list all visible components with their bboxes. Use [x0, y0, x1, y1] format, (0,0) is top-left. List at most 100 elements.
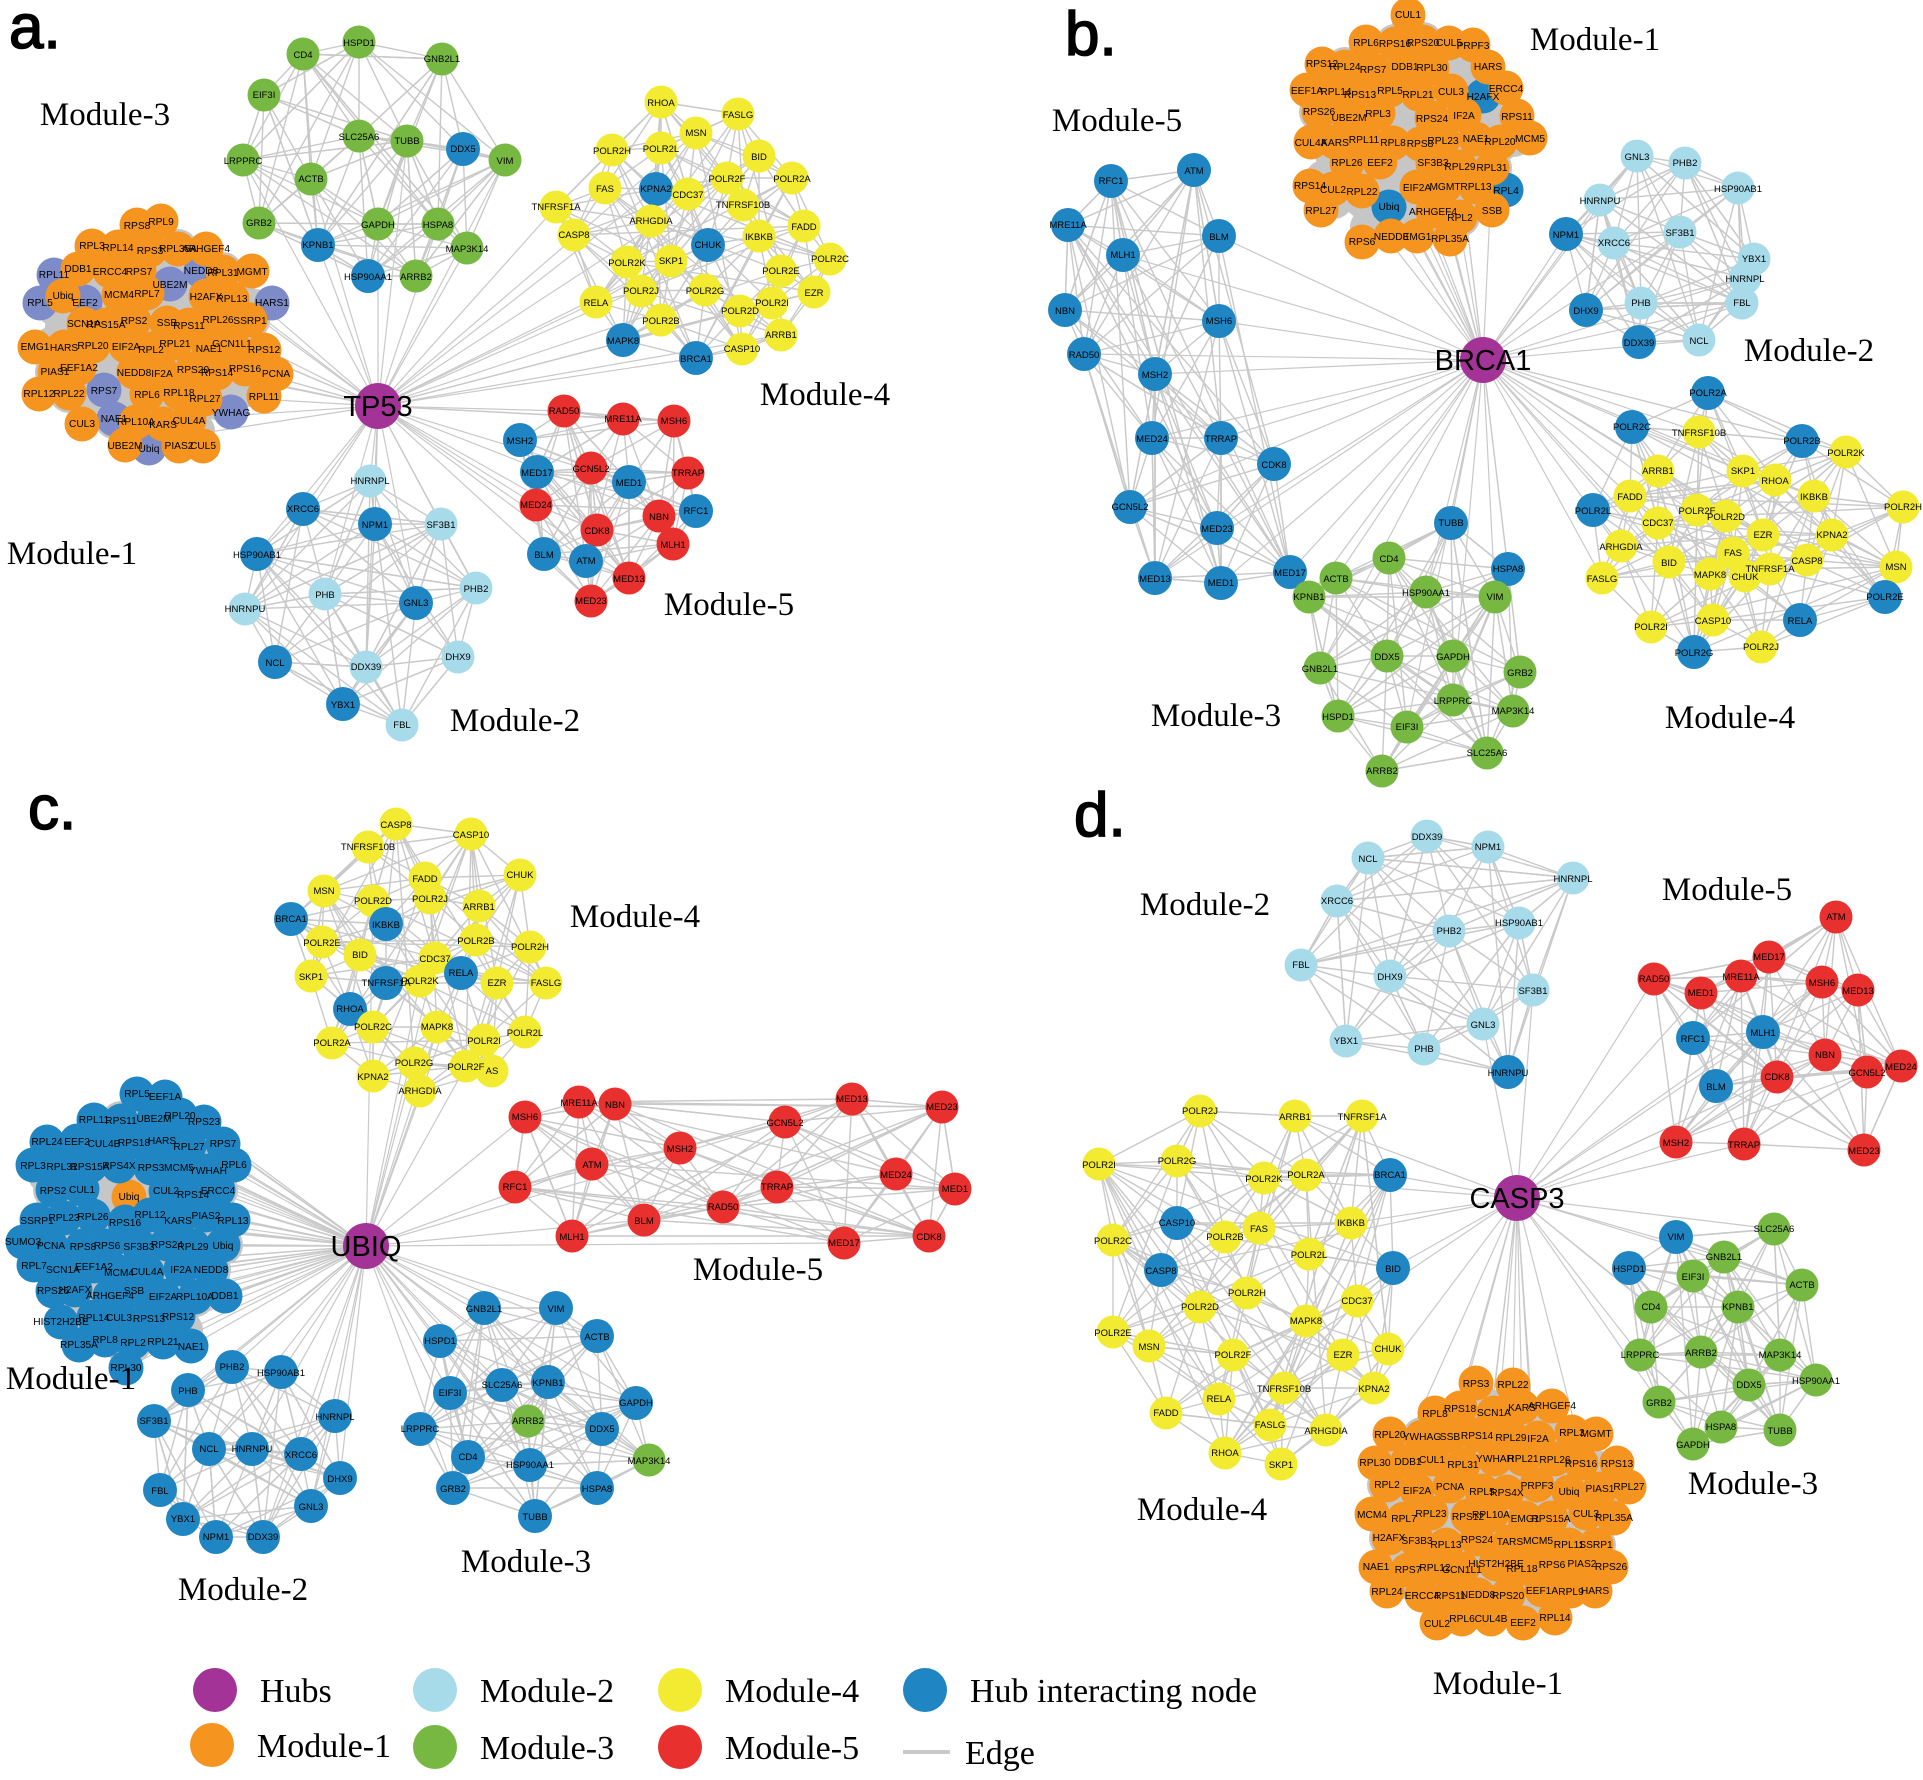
svg-text:YWHAH: YWHAH: [1476, 1454, 1514, 1465]
svg-text:TNFRSF1A: TNFRSF1A: [531, 202, 581, 213]
svg-text:HARS1: HARS1: [255, 298, 289, 309]
svg-text:ARRB1: ARRB1: [1642, 466, 1674, 477]
svg-text:MED1: MED1: [942, 1184, 968, 1195]
svg-text:RPL8: RPL8: [1380, 138, 1406, 149]
svg-text:TRRAP: TRRAP: [761, 1182, 793, 1193]
svg-text:RPL21: RPL21: [1402, 90, 1433, 101]
svg-text:SSB: SSB: [124, 1286, 145, 1297]
svg-text:Module-3: Module-3: [40, 97, 170, 133]
svg-text:RPS24: RPS24: [151, 1240, 184, 1251]
svg-text:NCL: NCL: [1689, 336, 1708, 347]
svg-text:PHB2: PHB2: [1673, 158, 1698, 169]
svg-text:EIF2A: EIF2A: [1403, 1486, 1432, 1497]
svg-text:MLH1: MLH1: [559, 1232, 584, 1243]
svg-text:CUL4B: CUL4B: [88, 1139, 121, 1150]
svg-text:EIF2A: EIF2A: [112, 342, 141, 353]
svg-text:Ubiq: Ubiq: [139, 444, 160, 455]
svg-text:ARHGEF4: ARHGEF4: [182, 244, 230, 255]
svg-text:ERCC4: ERCC4: [1405, 1591, 1440, 1602]
svg-text:RPL3: RPL3: [79, 241, 105, 252]
svg-text:PIAS1: PIAS1: [41, 367, 70, 378]
svg-text:MSN: MSN: [1885, 562, 1906, 573]
svg-text:RPL9: RPL9: [148, 217, 174, 228]
svg-text:HSPA8: HSPA8: [423, 220, 453, 231]
svg-text:RPL6: RPL6: [221, 1160, 247, 1171]
svg-text:RPS7: RPS7: [1395, 1565, 1422, 1576]
svg-text:NAE1: NAE1: [1463, 134, 1490, 145]
svg-text:PIAS2: PIAS2: [165, 441, 194, 452]
svg-text:MSH6: MSH6: [1206, 316, 1232, 327]
svg-text:Module-1: Module-1: [1433, 1666, 1563, 1702]
svg-text:SF3B3: SF3B3: [1417, 158, 1448, 169]
svg-text:RPS7: RPS7: [210, 1139, 237, 1150]
svg-text:H2AFX: H2AFX: [190, 292, 223, 303]
svg-text:NBN: NBN: [649, 512, 669, 523]
svg-text:Module-5: Module-5: [1662, 872, 1792, 908]
svg-text:GRB2: GRB2: [246, 218, 272, 229]
svg-text:RPS11: RPS11: [173, 321, 205, 332]
svg-text:GNL3: GNL3: [1471, 1020, 1496, 1031]
svg-text:GNL3: GNL3: [404, 598, 429, 609]
svg-text:RPS16: RPS16: [1565, 1459, 1598, 1470]
svg-text:UBE2M: UBE2M: [152, 280, 187, 291]
svg-text:SKP1: SKP1: [1731, 466, 1755, 477]
svg-text:LRPPRC: LRPPRC: [401, 1424, 440, 1435]
svg-text:POLR2G: POLR2G: [1675, 648, 1714, 659]
svg-text:RPL2: RPL2: [1447, 213, 1473, 224]
svg-text:IF2A: IF2A: [1527, 1434, 1549, 1445]
svg-text:MCM5: MCM5: [1515, 134, 1545, 145]
svg-text:ACTB: ACTB: [1323, 574, 1348, 585]
svg-text:RPS14: RPS14: [177, 1190, 210, 1201]
svg-text:EEF2: EEF2: [72, 298, 98, 309]
svg-text:CDK8: CDK8: [916, 1232, 941, 1243]
svg-text:RPL35A: RPL35A: [159, 244, 197, 255]
svg-text:NBN: NBN: [1055, 306, 1075, 317]
svg-text:MCM5: MCM5: [164, 1163, 194, 1174]
svg-text:POLR2J: POLR2J: [1182, 1106, 1218, 1117]
svg-text:RPS14: RPS14: [1461, 1431, 1494, 1442]
svg-text:POLR2I: POLR2I: [467, 1036, 501, 1047]
svg-text:RPL12: RPL12: [134, 1210, 165, 1221]
svg-text:BID: BID: [352, 950, 368, 961]
svg-text:KPNA2: KPNA2: [1816, 530, 1847, 541]
svg-text:Module-1: Module-1: [6, 1361, 136, 1397]
svg-text:RPL6: RPL6: [1449, 1614, 1475, 1625]
svg-text:ARRB2: ARRB2: [1685, 1348, 1717, 1359]
svg-text:RPL11: RPL11: [249, 392, 280, 403]
svg-text:POLR2D: POLR2D: [1707, 512, 1745, 523]
svg-text:MED13: MED13: [613, 574, 645, 585]
svg-text:MRE11A: MRE11A: [560, 1098, 598, 1109]
svg-text:PHB: PHB: [1631, 298, 1651, 309]
svg-text:RPS3: RPS3: [1463, 1379, 1490, 1390]
svg-text:POLR2K: POLR2K: [1245, 1174, 1283, 1185]
svg-text:KARS: KARS: [149, 420, 177, 431]
svg-text:XRCC6: XRCC6: [1321, 896, 1353, 907]
svg-text:CDC37: CDC37: [1642, 518, 1673, 529]
svg-text:HSP90AB1: HSP90AB1: [257, 1368, 305, 1379]
svg-text:BRCA1: BRCA1: [1374, 1170, 1406, 1181]
svg-text:FBL: FBL: [1733, 298, 1750, 309]
svg-text:CUL3: CUL3: [1573, 1509, 1599, 1520]
svg-text:RPL11: RPL11: [1554, 1540, 1585, 1551]
svg-text:IKBKB: IKBKB: [372, 920, 400, 931]
svg-text:DDB1: DDB1: [64, 264, 92, 275]
svg-text:IF2A: IF2A: [151, 369, 173, 380]
svg-text:Module-4: Module-4: [1137, 1492, 1267, 1528]
svg-text:POLR2B: POLR2B: [1206, 1232, 1244, 1243]
svg-text:GNB2L1: GNB2L1: [424, 54, 460, 65]
svg-text:MED24: MED24: [1136, 434, 1168, 445]
svg-text:GRB2: GRB2: [1646, 1398, 1672, 1409]
svg-text:RPL30: RPL30: [110, 1363, 141, 1374]
svg-text:PIAS2: PIAS2: [1568, 1559, 1597, 1570]
svg-text:POLR2E: POLR2E: [303, 938, 341, 949]
svg-text:TNFRSF10B: TNFRSF10B: [1672, 428, 1726, 439]
svg-text:EEF1A: EEF1A: [1526, 1586, 1558, 1597]
svg-text:RPL13: RPL13: [216, 294, 247, 305]
svg-text:RPS8: RPS8: [1407, 139, 1434, 150]
svg-text:HARS: HARS: [1581, 1586, 1610, 1597]
svg-text:POLR2C: POLR2C: [1094, 1236, 1132, 1247]
svg-text:RPL29: RPL29: [1444, 162, 1475, 173]
svg-text:DDB1: DDB1: [1394, 1457, 1422, 1468]
svg-text:RAD50: RAD50: [1069, 350, 1100, 361]
svg-text:RPS11: RPS11: [1434, 1591, 1466, 1602]
